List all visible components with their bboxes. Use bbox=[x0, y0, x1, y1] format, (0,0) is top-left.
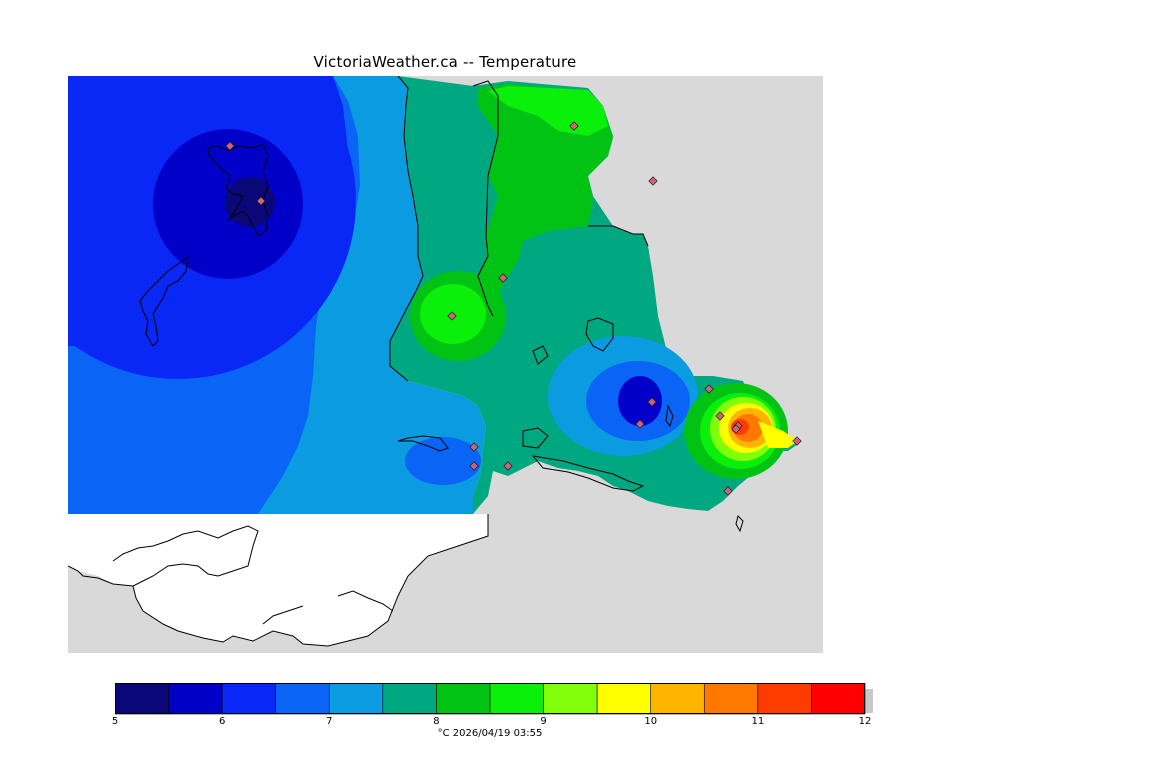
legend-bin-9 bbox=[596, 683, 652, 715]
southwest-coastline bbox=[68, 514, 489, 647]
station-marker bbox=[792, 436, 802, 446]
station-marker bbox=[225, 141, 235, 151]
legend-bin-10 bbox=[650, 683, 705, 715]
station-marker bbox=[503, 461, 513, 471]
station-marker bbox=[731, 424, 741, 434]
station-marker bbox=[648, 176, 658, 186]
legend-bin-8 bbox=[543, 683, 598, 715]
station-marker bbox=[469, 461, 479, 471]
legend-bin-1 bbox=[168, 683, 223, 715]
station-marker bbox=[498, 273, 508, 283]
cool-pocket-inner bbox=[618, 376, 662, 426]
legend-bin-0 bbox=[115, 683, 169, 715]
legend-tick-label: 6 bbox=[218, 716, 226, 727]
legend-bin-2 bbox=[221, 683, 277, 715]
station-marker bbox=[704, 384, 714, 394]
station-marker bbox=[715, 411, 725, 421]
west-temperature-field bbox=[68, 76, 486, 514]
legend-tick-label: 12 bbox=[858, 716, 872, 727]
legend-tick-label: 9 bbox=[540, 716, 547, 727]
station-marker bbox=[647, 397, 657, 407]
east-temperature-field bbox=[390, 76, 798, 514]
legend-tick-label: 8 bbox=[433, 716, 440, 727]
legend-tick-label: 7 bbox=[326, 716, 333, 727]
station-marker bbox=[723, 486, 733, 496]
station-marker bbox=[635, 419, 645, 429]
legend-tick-label: 5 bbox=[111, 716, 119, 727]
station-marker bbox=[256, 196, 266, 206]
station-markers bbox=[225, 121, 802, 496]
south-cool-pocket bbox=[405, 437, 481, 485]
legend-bin-5 bbox=[382, 683, 437, 715]
color-legend bbox=[115, 683, 873, 715]
legend-tick-label: 11 bbox=[751, 716, 765, 727]
temperature-map bbox=[68, 76, 823, 653]
legend-bin-7 bbox=[489, 683, 544, 715]
legend-bin-12 bbox=[757, 683, 812, 715]
station-marker bbox=[447, 311, 457, 321]
legend-bin-4 bbox=[328, 683, 384, 715]
legend-bin-3 bbox=[275, 683, 330, 715]
legend-bin-6 bbox=[436, 683, 491, 715]
no-data-region bbox=[68, 514, 488, 646]
map-title: VictoriaWeather.ca -- Temperature bbox=[313, 53, 577, 71]
legend-tick-label: 10 bbox=[644, 716, 658, 727]
legend-bin-13 bbox=[811, 683, 866, 715]
cold-core-inner bbox=[225, 177, 275, 227]
legend-frame bbox=[115, 683, 865, 714]
station-marker bbox=[569, 121, 579, 131]
station-marker bbox=[469, 442, 479, 452]
legend-units-time: °C 2026/04/19 03:55 bbox=[437, 728, 543, 739]
coastlines bbox=[139, 76, 744, 533]
legend-bins bbox=[115, 683, 866, 715]
legend-bin-11 bbox=[703, 683, 759, 715]
